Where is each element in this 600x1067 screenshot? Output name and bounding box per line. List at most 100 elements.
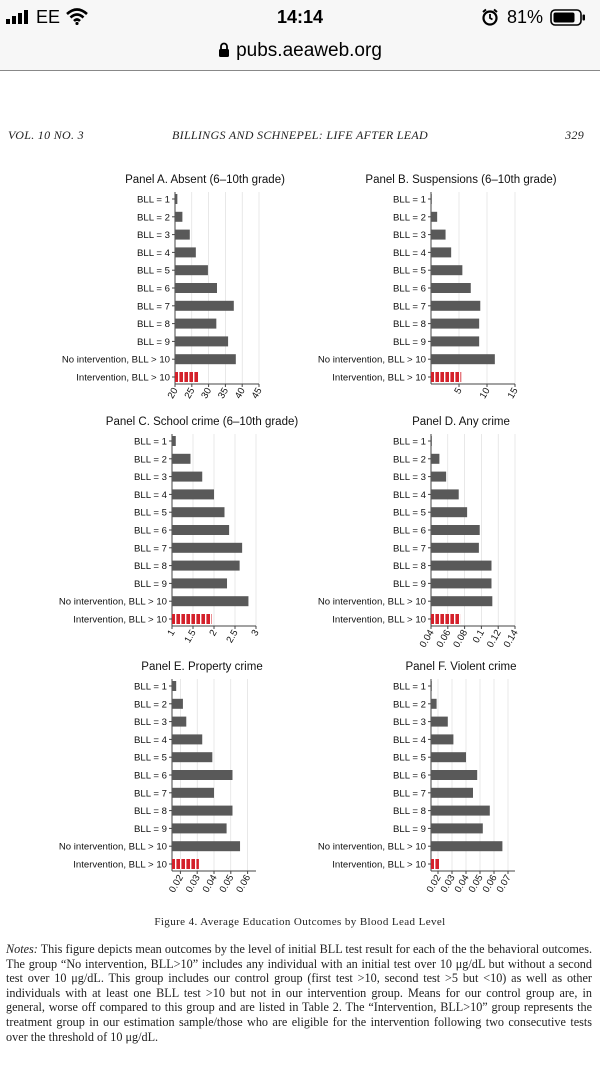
- tick-label: 0.14: [502, 627, 521, 649]
- chart-title: Panel A. Absent (6–10th grade): [125, 174, 285, 186]
- bar-hatch: [188, 372, 190, 382]
- category-label: BLL = 2: [393, 212, 426, 223]
- category-label: BLL = 8: [393, 806, 426, 817]
- bar-hatch: [205, 614, 207, 624]
- bar: [431, 453, 440, 464]
- url-text: pubs.aeaweb.org: [236, 40, 382, 61]
- category-label: BLL = 2: [393, 454, 426, 465]
- tick-label: 45: [250, 386, 265, 401]
- chart-panel-f: Panel F. Violent crime BLL = 1 BLL = 2 BLL …: [318, 661, 517, 895]
- category-label: Intervention, BLL > 10: [73, 615, 167, 626]
- chart-panel-c: Panel C. School crime (6–10th grade) BLL …: [59, 416, 299, 645]
- bar: [431, 336, 480, 347]
- chart-panel-b: Panel B. Suspensions (6–10th grade) BLL =…: [318, 174, 557, 401]
- bar: [175, 354, 236, 365]
- bar-hatch: [459, 614, 461, 624]
- battery-icon: [550, 9, 585, 26]
- tick-label: 3: [249, 628, 261, 638]
- chart-panel-e: Panel E. Property crime BLL = 1 BLL = 2 BLL…: [59, 661, 263, 895]
- bar-hatch: [178, 372, 180, 382]
- bar: [175, 194, 178, 204]
- chart-title: Panel C. School crime (6–10th grade): [106, 416, 299, 428]
- document-page: [0, 71, 600, 1067]
- bar-hatch: [210, 614, 212, 624]
- bar: [175, 336, 229, 347]
- category-label: BLL = 1: [134, 682, 167, 693]
- category-label: BLL = 4: [134, 490, 168, 501]
- bar: [175, 265, 208, 276]
- category-label: Intervention, BLL > 10: [76, 373, 170, 384]
- bar: [172, 489, 214, 500]
- volume-label: VOL. 10 NO. 3: [8, 128, 84, 142]
- category-label: BLL = 4: [393, 490, 427, 501]
- tick-label: 30: [199, 386, 214, 401]
- bar: [431, 525, 480, 535]
- bar: [431, 283, 471, 293]
- bar: [431, 596, 493, 607]
- bar: [172, 716, 187, 727]
- category-label: BLL = 1: [134, 437, 167, 448]
- tick-label: 1.5: [182, 628, 198, 645]
- bar: [431, 716, 448, 727]
- wifi-icon: [66, 8, 88, 25]
- intervention-bar: [175, 372, 199, 382]
- bar-hatch: [180, 859, 182, 869]
- category-label: BLL = 2: [393, 699, 426, 710]
- category-label: BLL = 2: [137, 212, 170, 223]
- chart-panel-d: Panel D. Any crime BLL = 1 BLL = 2 BLL = 3 B…: [318, 416, 521, 650]
- bar-hatch: [200, 859, 202, 869]
- category-label: Intervention, BLL > 10: [73, 860, 167, 871]
- bar-hatch: [190, 859, 192, 869]
- bar-hatch: [180, 614, 182, 624]
- category-label: BLL = 3: [393, 472, 426, 483]
- category-label: No intervention, BLL > 10: [59, 597, 167, 608]
- bar: [431, 265, 463, 276]
- bar: [431, 194, 432, 204]
- category-label: BLL = 7: [393, 788, 426, 799]
- category-label: BLL = 3: [137, 230, 170, 241]
- bar: [431, 805, 490, 816]
- category-label: BLL = 6: [393, 771, 426, 782]
- tick-label: 35: [216, 386, 231, 401]
- bar: [172, 823, 227, 834]
- signal-icon: [6, 10, 28, 24]
- tick-label: 40: [233, 386, 248, 401]
- bar-hatch: [195, 859, 197, 869]
- tick-label: 0.04: [201, 872, 220, 894]
- category-label: BLL = 2: [134, 454, 167, 465]
- category-label: BLL = 9: [393, 824, 426, 835]
- category-label: BLL = 1: [137, 195, 170, 206]
- lock-icon: [219, 42, 230, 57]
- bar: [175, 318, 217, 329]
- bar-hatch: [195, 614, 197, 624]
- tick-label: 0.02: [167, 873, 186, 895]
- bar: [175, 229, 190, 240]
- battery-percent: 81%: [507, 7, 544, 27]
- category-label: BLL = 9: [137, 337, 170, 348]
- figure-notes: Notes: This figure depicts mean outcomes…: [6, 942, 592, 1044]
- category-label: Intervention, BLL > 10: [332, 860, 426, 871]
- category-label: BLL = 7: [134, 543, 167, 554]
- clock-time: 14:14: [276, 7, 324, 27]
- bar-hatch: [193, 372, 195, 382]
- category-label: BLL = 9: [134, 824, 167, 835]
- bar: [431, 211, 438, 222]
- category-label: No intervention, BLL > 10: [62, 355, 170, 366]
- intervention-bar: [172, 614, 212, 624]
- bar: [172, 596, 249, 607]
- browser-address-bar[interactable]: pubs.aeaweb.org: [0, 34, 600, 71]
- bar: [175, 283, 217, 293]
- bar: [431, 489, 459, 500]
- category-label: BLL = 4: [134, 735, 168, 746]
- bar: [431, 787, 473, 798]
- bar: [431, 681, 432, 691]
- intervention-bar: [431, 372, 462, 382]
- running-title: BILLINGS AND SCHNEPEL: LIFE AFTER LEAD: [172, 128, 428, 142]
- bar-hatch: [434, 372, 436, 382]
- bar: [431, 841, 503, 852]
- url-display[interactable]: pubs.aeaweb.org: [0, 40, 600, 62]
- figure-caption: Figure 4. Average Education Outcomes by …: [154, 916, 446, 928]
- chart-title: Panel D. Any crime: [412, 416, 510, 428]
- category-label: BLL = 6: [137, 284, 170, 295]
- bar: [172, 752, 213, 763]
